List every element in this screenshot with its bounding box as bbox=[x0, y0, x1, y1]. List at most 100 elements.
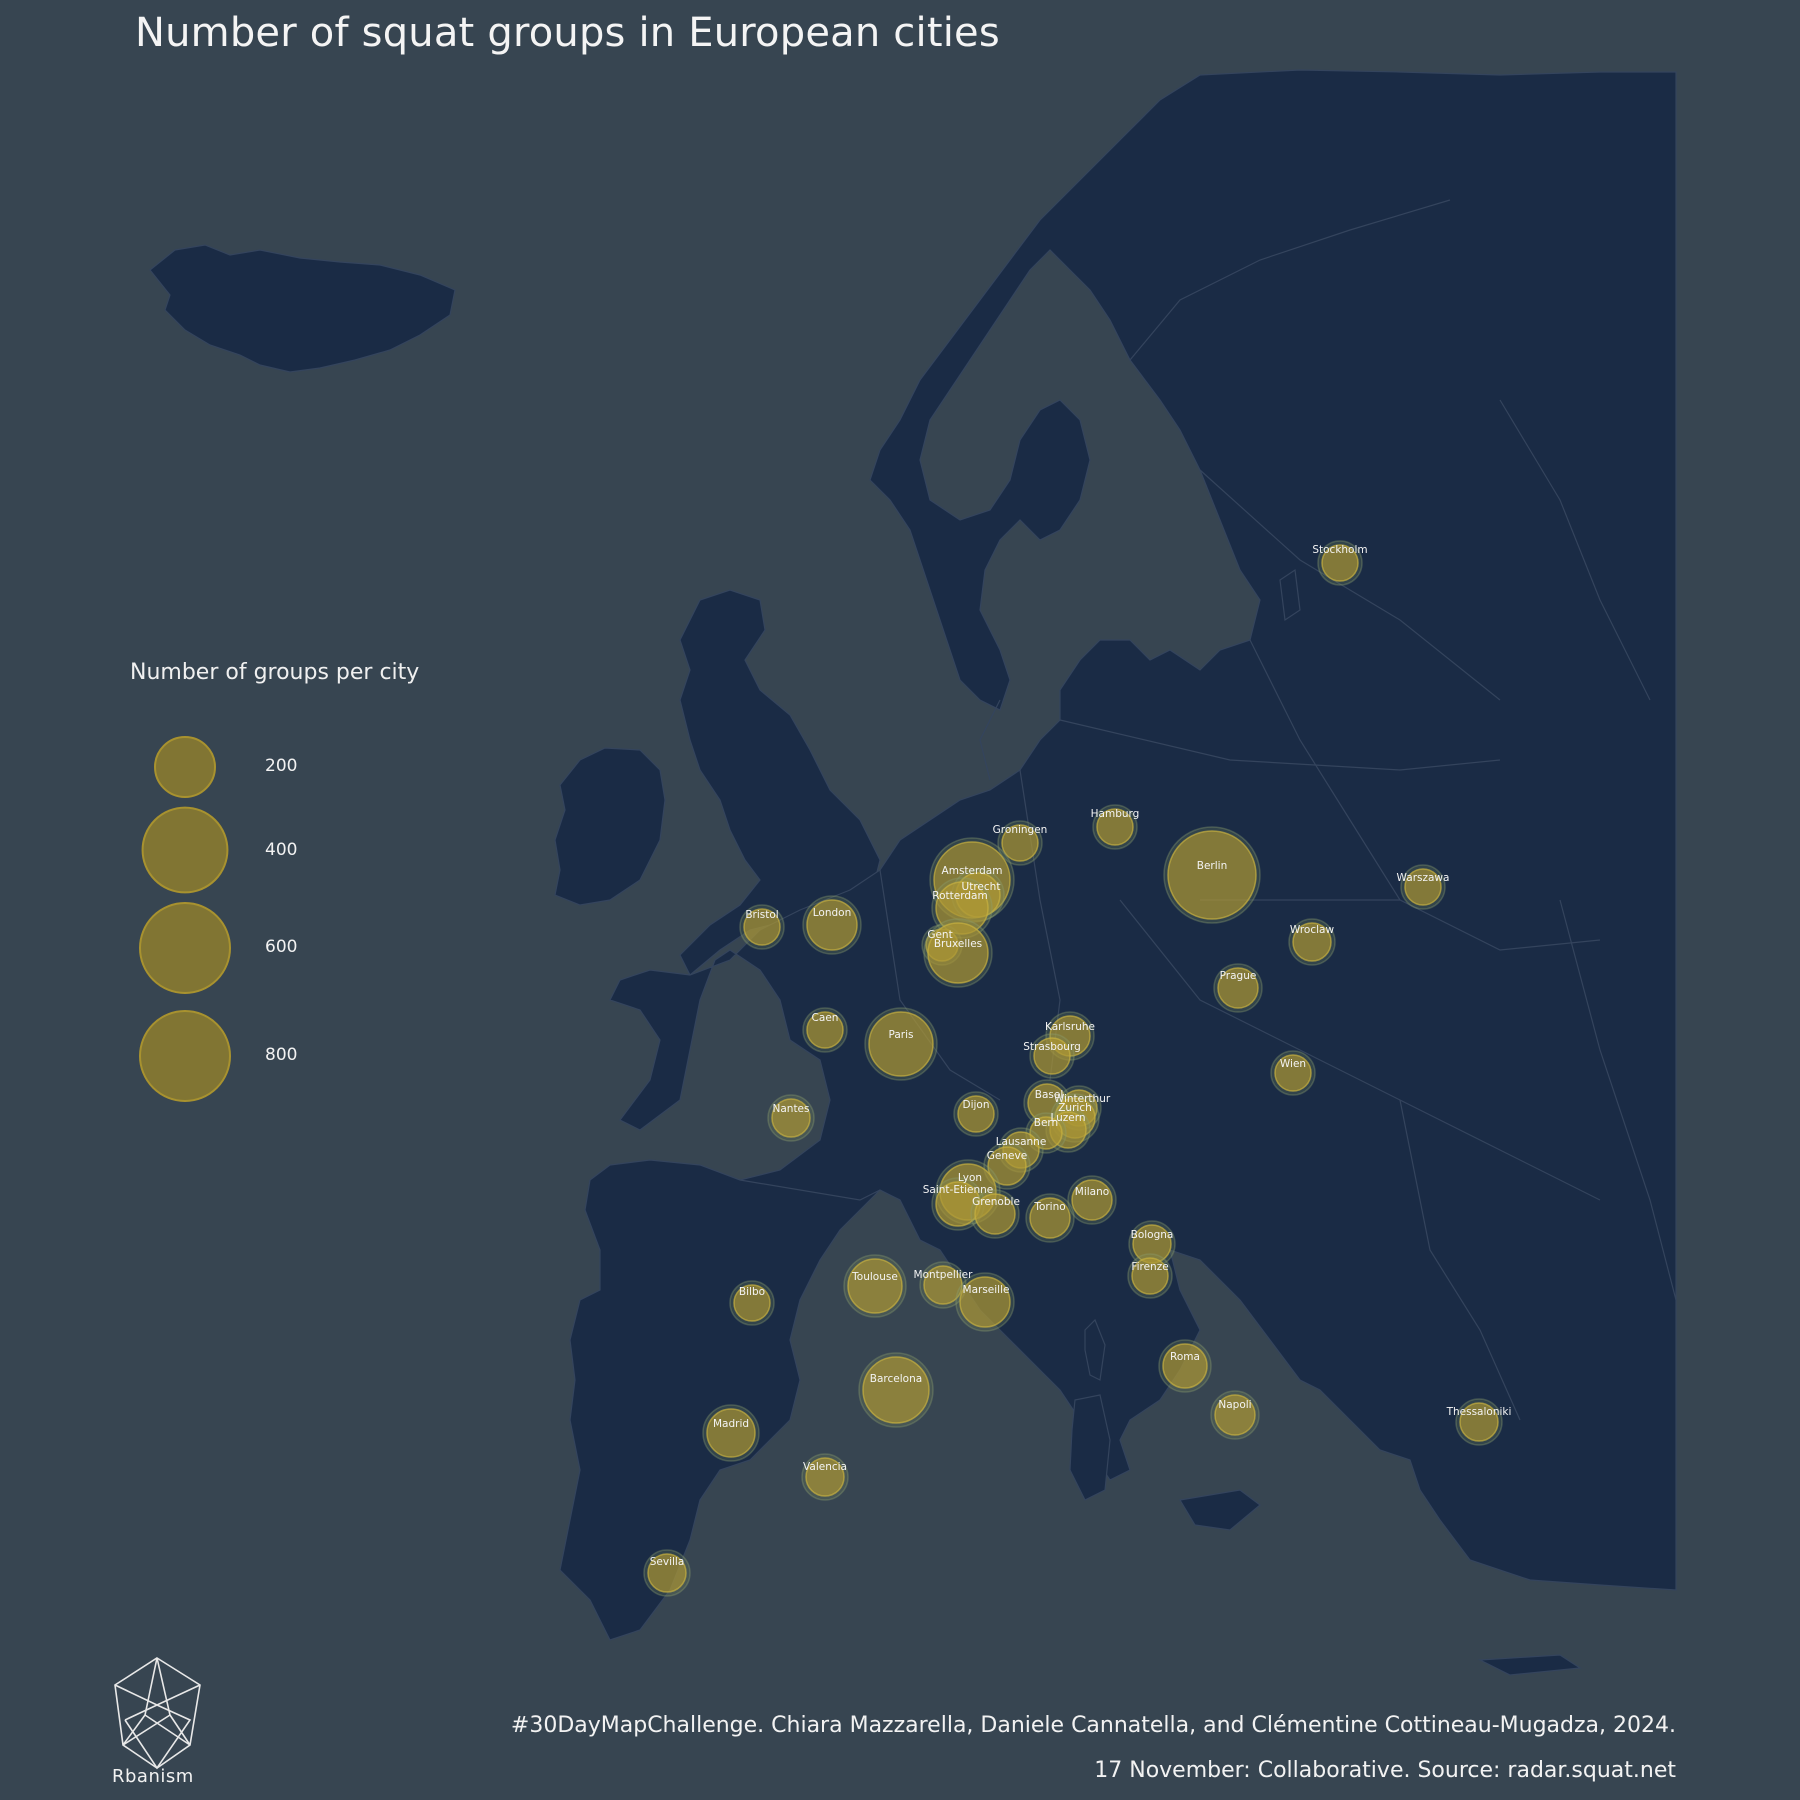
city-label-thessaloniki: Thessaloniki bbox=[1446, 1406, 1512, 1418]
legend-circle-600 bbox=[139, 902, 231, 994]
legend-label-400: 400 bbox=[265, 840, 298, 860]
city-label-nantes: Nantes bbox=[773, 1103, 810, 1115]
city-bubble-bristol[interactable] bbox=[743, 908, 781, 946]
city-label-dijon: Dijon bbox=[963, 1099, 990, 1111]
city-label-barcelona: Barcelona bbox=[870, 1373, 922, 1385]
city-label-luzern: Luzern bbox=[1050, 1112, 1085, 1124]
city-label-bilbo: Bilbo bbox=[739, 1286, 765, 1298]
city-label-toulouse: Toulouse bbox=[851, 1271, 898, 1283]
city-label-basel: Basel bbox=[1035, 1089, 1064, 1101]
city-bubble-groningen[interactable] bbox=[1001, 824, 1039, 862]
city-label-stockholm: Stockholm bbox=[1312, 544, 1367, 556]
city-label-zurich: Zurich bbox=[1058, 1102, 1092, 1114]
legend-symbols bbox=[139, 736, 231, 1102]
city-bubble-bern[interactable] bbox=[1029, 1116, 1063, 1150]
city-label-saint-etienne: Saint-Etienne bbox=[923, 1184, 993, 1196]
city-bubble-torino[interactable] bbox=[1029, 1197, 1071, 1239]
city-label-lyon: Lyon bbox=[958, 1172, 982, 1184]
city-label-hamburg: Hamburg bbox=[1091, 808, 1140, 820]
city-bubble-bruxelles[interactable] bbox=[927, 922, 989, 984]
city-label-napoli: Napoli bbox=[1218, 1399, 1251, 1411]
city-label-winterthur: Winterthur bbox=[1054, 1093, 1111, 1105]
city-label-montpellier: Montpellier bbox=[914, 1269, 974, 1281]
city-label-bristol: Bristol bbox=[745, 909, 778, 921]
city-label-wroclaw: Wroclaw bbox=[1290, 924, 1335, 936]
city-bubble-wien[interactable] bbox=[1274, 1054, 1312, 1092]
city-bubble-nantes[interactable] bbox=[771, 1098, 811, 1138]
city-label-firenze: Firenze bbox=[1131, 1261, 1168, 1273]
city-label-bruxelles: Bruxelles bbox=[934, 938, 982, 950]
city-bubble-toulouse[interactable] bbox=[847, 1258, 903, 1314]
city-label-milano: Milano bbox=[1075, 1186, 1109, 1198]
city-label-marseille: Marseille bbox=[963, 1284, 1010, 1296]
legend-circle-800 bbox=[139, 1010, 231, 1102]
city-label-torino: Torino bbox=[1033, 1201, 1065, 1213]
city-bubble-hamburg[interactable] bbox=[1096, 808, 1134, 846]
legend-label-600: 600 bbox=[265, 937, 298, 957]
city-label-warszawa: Warszawa bbox=[1397, 872, 1450, 884]
city-bubble-london[interactable] bbox=[806, 899, 858, 951]
great-britain-landmass bbox=[679, 589, 881, 976]
city-bubble-stockholm[interactable] bbox=[1321, 544, 1359, 582]
city-label-valencia: Valencia bbox=[803, 1461, 847, 1473]
city-bubble-milano[interactable] bbox=[1071, 1179, 1113, 1221]
city-label-berlin: Berlin bbox=[1197, 860, 1227, 872]
city-bubble-dijon[interactable] bbox=[957, 1095, 995, 1133]
city-label-geneve: Geneve bbox=[987, 1150, 1027, 1162]
city-label-bern: Bern bbox=[1034, 1117, 1058, 1129]
city-bubble-prague[interactable] bbox=[1217, 967, 1259, 1009]
city-bubble-paris[interactable] bbox=[868, 1011, 934, 1077]
crete-landmass bbox=[1477, 1654, 1582, 1676]
iceland-landmass bbox=[149, 244, 456, 373]
city-bubble-marseille[interactable] bbox=[959, 1276, 1011, 1328]
rbanism-logo-icon bbox=[114, 1657, 201, 1770]
city-bubble-warszawa[interactable] bbox=[1404, 868, 1442, 906]
city-label-utrecht: Utrecht bbox=[962, 881, 1001, 893]
city-label-roma: Roma bbox=[1170, 1351, 1200, 1363]
ireland-landmass bbox=[554, 747, 666, 906]
city-label-wien: Wien bbox=[1280, 1058, 1306, 1070]
city-bubble-grenoble[interactable] bbox=[974, 1193, 1016, 1235]
city-bubble-roma[interactable] bbox=[1162, 1343, 1208, 1389]
city-label-amsterdam: Amsterdam bbox=[942, 865, 1003, 877]
corsica-landmass bbox=[1084, 1318, 1106, 1381]
gotland-landmass bbox=[1279, 568, 1301, 622]
city-label-rotterdam: Rotterdam bbox=[932, 890, 987, 902]
city-bubble-berlin[interactable] bbox=[1167, 830, 1257, 920]
city-bubble-napoli[interactable] bbox=[1214, 1394, 1256, 1436]
caption-source: 17 November: Collaborative. Source: rada… bbox=[1094, 1758, 1676, 1783]
legend-circle-200 bbox=[154, 736, 216, 798]
legend-label-200: 200 bbox=[265, 756, 298, 776]
city-bubble-wroclaw[interactable] bbox=[1292, 922, 1332, 962]
legend-label-800: 800 bbox=[265, 1045, 298, 1065]
city-label-sevilla: Sevilla bbox=[650, 1556, 685, 1568]
legend-circle-400 bbox=[141, 806, 229, 894]
city-bubble-firenze[interactable] bbox=[1131, 1257, 1169, 1295]
city-bubble-valencia[interactable] bbox=[805, 1457, 845, 1497]
city-bubble-barcelona[interactable] bbox=[862, 1356, 930, 1424]
city-bubble-madrid[interactable] bbox=[706, 1408, 756, 1458]
city-label-gent: Gent bbox=[927, 929, 952, 941]
city-label-caen: Caen bbox=[812, 1012, 839, 1024]
city-bubble-sevilla[interactable] bbox=[647, 1553, 687, 1593]
city-label-bologna: Bologna bbox=[1131, 1229, 1174, 1241]
sardinia-landmass bbox=[1069, 1394, 1111, 1501]
city-bubble-thessaloniki[interactable] bbox=[1459, 1402, 1499, 1442]
city-label-karlsruhe: Karlsruhe bbox=[1045, 1021, 1095, 1033]
logo-text: Rbanism bbox=[112, 1766, 194, 1787]
map-title: Number of squat groups in European citie… bbox=[135, 10, 1000, 56]
city-label-paris: Paris bbox=[889, 1029, 914, 1041]
legend-title: Number of groups per city bbox=[130, 660, 420, 685]
city-label-london: London bbox=[813, 907, 852, 919]
city-bubble-caen[interactable] bbox=[806, 1011, 844, 1049]
city-bubble-geneve[interactable] bbox=[987, 1146, 1027, 1186]
city-bubble-strasbourg[interactable] bbox=[1033, 1037, 1071, 1075]
sicily-landmass bbox=[1179, 1489, 1261, 1531]
caption-credits: #30DayMapChallenge. Chiara Mazzarella, D… bbox=[510, 1713, 1676, 1738]
city-label-lausanne: Lausanne bbox=[996, 1136, 1047, 1148]
city-label-madrid: Madrid bbox=[713, 1418, 749, 1430]
city-label-prague: Prague bbox=[1220, 970, 1257, 982]
city-bubble-bilbo[interactable] bbox=[733, 1284, 771, 1322]
city-label-groningen: Groningen bbox=[993, 824, 1048, 836]
city-bubble-montpellier[interactable] bbox=[923, 1265, 963, 1305]
